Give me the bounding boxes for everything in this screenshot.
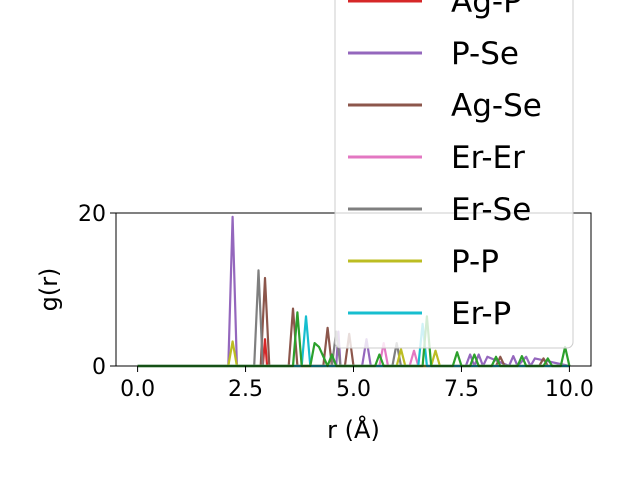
legend-label: Er-Se — [451, 192, 531, 228]
x-tick-label: 10.0 — [545, 377, 594, 402]
legend-label: Er-P — [451, 296, 511, 332]
y-axis-ticks: 0 20 — [78, 202, 116, 380]
x-axis-label: r (Å) — [327, 415, 380, 444]
y-axis-label: g(r) — [35, 268, 63, 312]
x-axis-ticks: 0.0 2.5 5.0 7.5 10.0 — [120, 366, 594, 402]
y-tick-label: 20 — [78, 202, 106, 227]
x-tick-label: 0.0 — [120, 377, 155, 402]
legend-label: Ag-P — [451, 0, 522, 20]
legend-label: Ag-Se — [451, 88, 542, 124]
y-tick-label: 0 — [92, 355, 106, 380]
legend-label: Er-Er — [451, 140, 525, 176]
x-tick-label: 7.5 — [444, 377, 479, 402]
legend-label: P-P — [451, 244, 499, 280]
x-tick-label: 2.5 — [228, 377, 263, 402]
x-tick-label: 5.0 — [336, 377, 371, 402]
series-line-p-p — [137, 340, 570, 368]
legend: Ag-P P-Se Ag-Se Er-Er Er-Se P-P Er-P — [334, 0, 574, 349]
legend-label: P-Se — [451, 36, 519, 72]
